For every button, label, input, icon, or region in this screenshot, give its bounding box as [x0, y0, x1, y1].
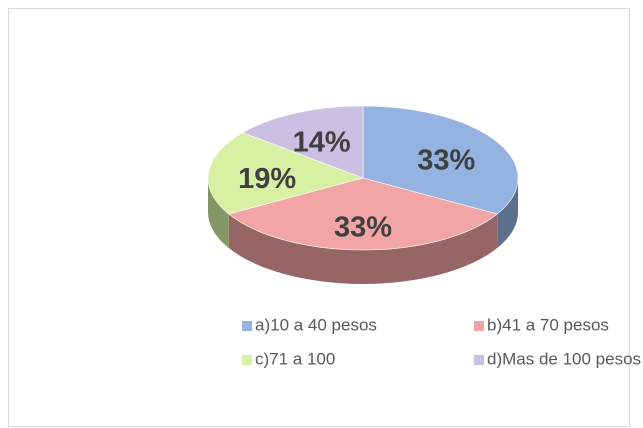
- legend-swatch: [242, 355, 252, 365]
- legend-swatch: [242, 321, 252, 331]
- slice-side: [228, 214, 498, 284]
- legend-label: a)10 a 40 pesos: [255, 315, 377, 334]
- data-label: 19%: [238, 163, 296, 195]
- data-label: 14%: [293, 126, 351, 158]
- slice-side: [208, 178, 229, 248]
- legend-label: c)71 a 100: [255, 349, 335, 368]
- slice: [207, 132, 364, 215]
- data-label: 33%: [334, 211, 392, 243]
- legend-label: b)41 a 70 pesos: [487, 315, 609, 334]
- legend-label: d)Mas de 100 pesos: [487, 349, 641, 368]
- slice: [362, 105, 519, 215]
- data-label: 33%: [417, 144, 475, 176]
- legend-swatch: [474, 355, 484, 365]
- legend-swatch: [474, 321, 484, 331]
- slice-side: [497, 178, 518, 248]
- slice: [241, 105, 364, 179]
